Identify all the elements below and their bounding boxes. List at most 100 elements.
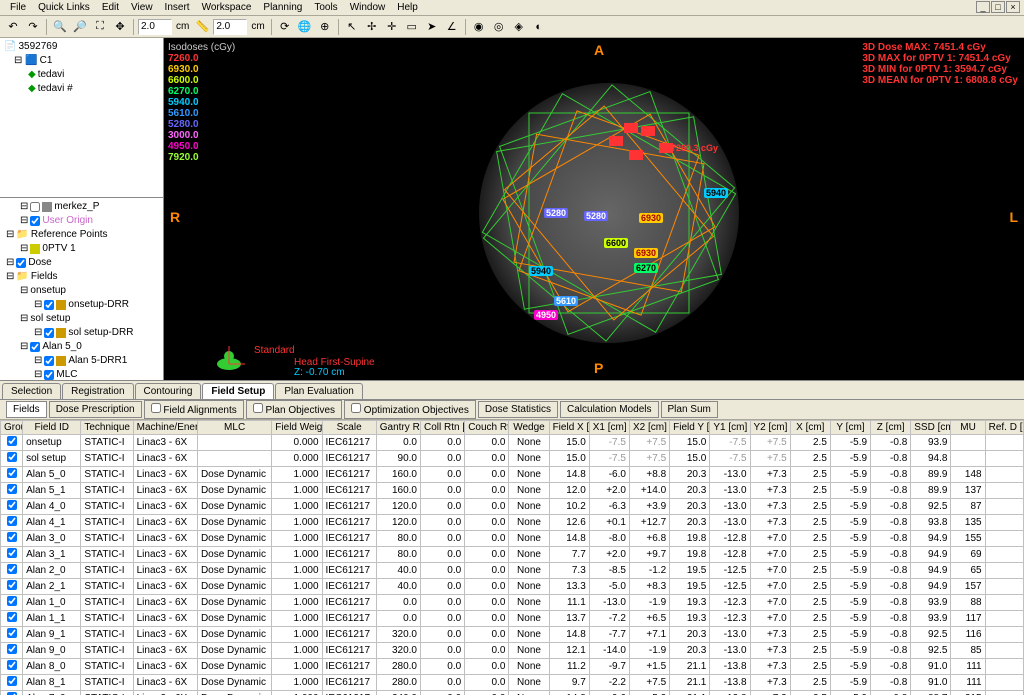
tool-select-icon[interactable]: ▭ [403,18,421,36]
menu-view[interactable]: View [125,2,159,13]
table-row[interactable]: Alan 5_1STATIC-ILinac3 - 6XDose Dynamic1… [1,483,1024,499]
col-header[interactable]: Gantry Rtn [deg] [376,421,420,435]
row-checkbox[interactable] [7,532,17,542]
tool-pointer-icon[interactable]: ➤ [423,18,441,36]
tree-item[interactable]: ⊟ Alan 5_0 [2,340,161,354]
table-row[interactable]: onsetupSTATIC-ILinac3 - 6X0.000IEC612170… [1,435,1024,451]
tool-arrow-icon[interactable]: ↖ [343,18,361,36]
table-row[interactable]: Alan 8_1STATIC-ILinac3 - 6XDose Dynamic1… [1,675,1024,691]
tree-item[interactable]: ⊟ Dose [2,256,161,270]
col-header[interactable]: Field ID [23,421,81,435]
subtab-plan-sum[interactable]: Plan Sum [661,401,718,418]
plan-node[interactable]: ◆ tedavi # [2,82,161,96]
menu-file[interactable]: File [4,2,32,13]
row-checkbox[interactable] [7,548,17,558]
col-header[interactable]: MLC [197,421,271,435]
tool-move-icon[interactable]: ✢ [363,18,381,36]
patient-node[interactable]: 📄 3592769 [2,40,161,54]
tree-checkbox[interactable] [44,370,54,380]
menu-tools[interactable]: Tools [308,2,343,13]
subtab-dose-prescription[interactable]: Dose Prescription [49,401,142,418]
course-node[interactable]: ⊟ 🟦 C1 [2,54,161,68]
col-header[interactable]: Y2 [cm] [750,421,790,435]
col-header[interactable]: Scale [322,421,376,435]
tab-registration[interactable]: Registration [62,383,133,399]
ruler-icon[interactable]: 📏 [193,18,211,36]
tab-plan-evaluation[interactable]: Plan Evaluation [275,383,363,399]
col-header[interactable]: Group [1,421,23,435]
step-x-input[interactable] [138,19,172,35]
row-checkbox[interactable] [7,564,17,574]
tree-checkbox[interactable] [16,258,26,268]
col-header[interactable]: Ref. D [cGy] [985,421,1023,435]
tool-3d-3-icon[interactable]: ◈ [510,18,528,36]
row-checkbox[interactable] [7,468,17,478]
col-header[interactable]: Field Y [cm] [670,421,710,435]
row-checkbox[interactable] [7,436,17,446]
tab-contouring[interactable]: Contouring [135,383,202,399]
tree-item[interactable]: ⊟ 📁 Reference Points [2,228,161,242]
subtab-field-alignments[interactable]: Field Alignments [144,400,244,419]
tool-crosshair-icon[interactable]: ✛ [383,18,401,36]
col-header[interactable]: Field X [cm] [549,421,589,435]
plan-tree[interactable]: 📄 3592769 ⊟ 🟦 C1 ◆ tedavi◆ tedavi # [0,38,163,198]
tree-checkbox[interactable] [44,328,54,338]
tree-checkbox[interactable] [44,300,54,310]
col-header[interactable]: Z [cm] [871,421,911,435]
tree-item[interactable]: ⊟ 0PTV 1 [2,242,161,256]
tree-item[interactable]: ⊟ Alan 5-DRR1 [2,354,161,368]
row-checkbox[interactable] [7,628,17,638]
tab-field-setup[interactable]: Field Setup [202,383,274,399]
tree-item[interactable]: ⊟ sol setup [2,312,161,326]
plan-node[interactable]: ◆ tedavi [2,68,161,82]
tree-item[interactable]: ⊟ merkez_P [2,200,161,214]
table-row[interactable]: Alan 5_0STATIC-ILinac3 - 6XDose Dynamic1… [1,467,1024,483]
tree-checkbox[interactable] [30,202,40,212]
tree-item[interactable]: ⊟ MLC [2,368,161,380]
close-button[interactable]: × [1006,1,1020,13]
table-row[interactable]: Alan 8_0STATIC-ILinac3 - 6XDose Dynamic1… [1,659,1024,675]
tool-3d-2-icon[interactable]: ◎ [490,18,508,36]
row-checkbox[interactable] [7,452,17,462]
subtab-calculation-models[interactable]: Calculation Models [560,401,659,418]
tree-item[interactable]: ⊟ sol setup-DRR [2,326,161,340]
structure-tree[interactable]: ⊟ merkez_P⊟ User Origin⊟ 📁 Reference Poi… [0,198,163,380]
col-header[interactable]: Field Weight [272,421,322,435]
table-row[interactable]: Alan 2_0STATIC-ILinac3 - 6XDose Dynamic1… [1,563,1024,579]
tab-selection[interactable]: Selection [2,383,61,399]
table-row[interactable]: sol setupSTATIC-ILinac3 - 6X0.000IEC6121… [1,451,1024,467]
table-row[interactable]: Alan 9_1STATIC-ILinac3 - 6XDose Dynamic1… [1,627,1024,643]
step-y-input[interactable] [213,19,247,35]
minimize-button[interactable]: _ [976,1,990,13]
table-row[interactable]: Alan 1_1STATIC-ILinac3 - 6XDose Dynamic1… [1,611,1024,627]
row-checkbox[interactable] [7,516,17,526]
tool-globe-icon[interactable]: 🌐 [296,18,314,36]
tool-3d-1-icon[interactable]: ◉ [470,18,488,36]
menu-quick-links[interactable]: Quick Links [32,2,96,13]
tool-pan-icon[interactable]: ✥ [111,18,129,36]
col-header[interactable]: Technique [81,421,133,435]
zoom-in-icon[interactable]: 🔍 [51,18,69,36]
menu-help[interactable]: Help [391,2,424,13]
menu-edit[interactable]: Edit [96,2,125,13]
col-header[interactable]: MU [951,421,985,435]
tool-3d-4-icon[interactable]: ◐ [530,18,548,36]
col-header[interactable]: Machine/Energy [133,421,197,435]
tree-checkbox[interactable] [30,342,40,352]
subtab-fields[interactable]: Fields [6,401,47,418]
row-checkbox[interactable] [7,596,17,606]
tree-item[interactable]: ⊟ onsetup [2,284,161,298]
menu-workspace[interactable]: Workspace [196,2,258,13]
table-row[interactable]: Alan 3_1STATIC-ILinac3 - 6XDose Dynamic1… [1,547,1024,563]
tool-redo-icon[interactable]: ↷ [24,18,42,36]
col-header[interactable]: X [cm] [790,421,830,435]
col-header[interactable]: SSD [cm] [911,421,951,435]
tool-measure-icon[interactable]: ∠ [443,18,461,36]
tree-item[interactable]: ⊟ 📁 Fields [2,270,161,284]
col-header[interactable]: Wedge [509,421,549,435]
subtab-optimization-objectives[interactable]: Optimization Objectives [344,400,476,419]
table-row[interactable]: Alan 3_0STATIC-ILinac3 - 6XDose Dynamic1… [1,531,1024,547]
row-checkbox[interactable] [7,676,17,686]
tree-item[interactable]: ⊟ onsetup-DRR [2,298,161,312]
tree-item[interactable]: ⊟ User Origin [2,214,161,228]
